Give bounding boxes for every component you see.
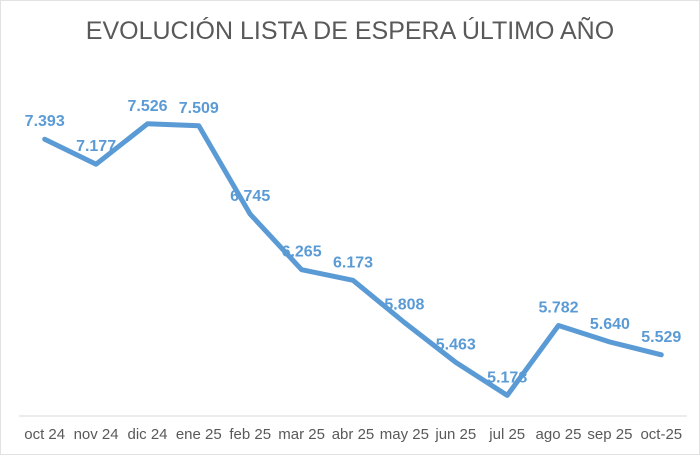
data-label: 5.640: [590, 316, 630, 333]
data-label: 7.177: [76, 138, 116, 155]
chart-title: EVOLUCIÓN LISTA DE ESPERA ÚLTIMO AÑO: [85, 17, 615, 45]
x-axis-label: feb 25: [229, 426, 271, 443]
x-axis-label: oct-25: [640, 426, 682, 443]
x-axis-label: oct 24: [24, 426, 65, 443]
data-label: 5.782: [538, 300, 578, 317]
data-label: 7.393: [25, 113, 65, 130]
data-label: 5.529: [641, 329, 681, 346]
x-axis-label: sep 25: [587, 426, 632, 443]
x-axis-label: abr 25: [332, 426, 375, 443]
x-axis-label: may 25: [380, 426, 429, 443]
data-label: 6.173: [333, 254, 373, 271]
x-axis-label: mar 25: [278, 426, 325, 443]
data-label: 7.526: [127, 98, 167, 115]
data-label: 5.463: [436, 336, 476, 353]
x-axis-label: ago 25: [536, 426, 582, 443]
data-label: 7.509: [179, 100, 219, 117]
data-label: 5.808: [384, 297, 424, 314]
x-axis-label: nov 24: [74, 426, 119, 443]
series-line: [42, 121, 664, 398]
x-axis-label: dic 24: [127, 426, 167, 443]
data-label: 5.178: [487, 369, 527, 386]
x-axis-label: jul 25: [488, 426, 525, 443]
x-axis-label: ene 25: [176, 426, 222, 443]
data-label: 6.745: [230, 188, 270, 205]
data-label: 6.265: [282, 244, 322, 261]
x-axis-label: jun 25: [434, 426, 476, 443]
